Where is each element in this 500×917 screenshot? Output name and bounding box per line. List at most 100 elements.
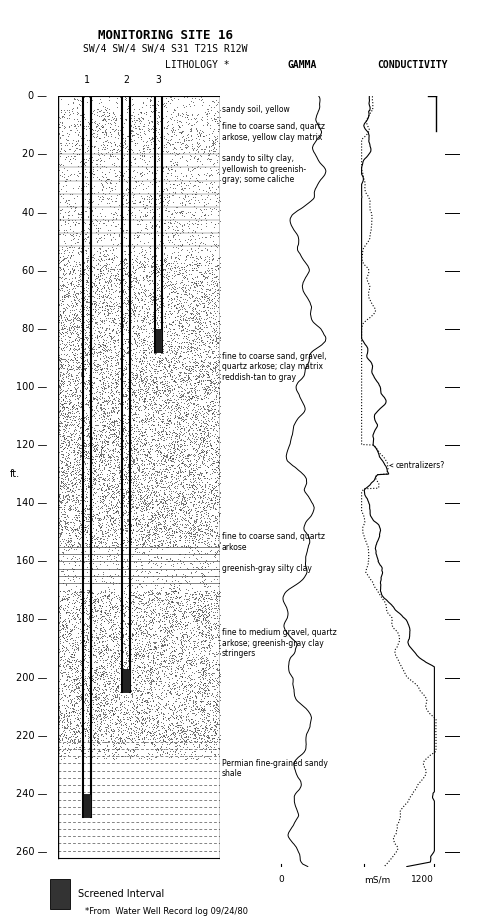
Point (212, 261, 220, 276)
Point (125, 674, 133, 689)
Point (213, 663, 221, 678)
Point (162, 508, 170, 523)
Point (84, 549, 92, 564)
Point (136, 675, 143, 690)
Point (194, 483, 202, 498)
Point (130, 716, 138, 731)
Point (127, 155, 135, 170)
Point (118, 494, 126, 509)
Point (96, 245, 104, 260)
Point (98, 526, 106, 541)
Point (94, 320, 102, 335)
Point (180, 481, 188, 495)
Point (122, 677, 130, 691)
Point (131, 652, 139, 667)
Point (90, 276, 98, 291)
Point (72, 341, 80, 356)
Point (212, 647, 220, 662)
Point (212, 588, 220, 602)
Point (186, 282, 194, 297)
Point (102, 665, 110, 679)
Point (72, 445, 80, 459)
Point (160, 448, 168, 463)
Point (54, 698, 62, 713)
Point (168, 116, 176, 131)
Point (152, 313, 160, 327)
Point (118, 374, 126, 389)
Point (99, 248, 107, 262)
Point (197, 337, 205, 352)
Point (82, 317, 90, 332)
Point (63, 720, 71, 735)
Point (142, 608, 150, 623)
Point (162, 159, 170, 173)
Point (70, 443, 78, 458)
Point (176, 602, 184, 616)
Point (111, 271, 119, 285)
Point (131, 136, 139, 150)
Point (84, 466, 92, 481)
Point (197, 417, 205, 432)
Point (138, 464, 146, 479)
Point (138, 666, 145, 680)
Point (122, 275, 130, 290)
Point (94, 461, 102, 476)
Point (170, 360, 178, 375)
Point (91, 392, 99, 406)
Point (154, 292, 162, 306)
Point (214, 258, 222, 272)
Text: 160 —: 160 — (16, 557, 48, 567)
Point (104, 389, 112, 403)
Point (92, 525, 100, 540)
Point (145, 346, 153, 360)
Point (208, 344, 216, 359)
Point (188, 706, 196, 721)
Point (94, 197, 102, 212)
Point (204, 491, 212, 505)
Point (123, 195, 131, 210)
Point (182, 701, 190, 715)
Point (130, 111, 138, 126)
Point (64, 538, 72, 553)
Point (144, 478, 152, 492)
Point (166, 733, 173, 747)
Point (198, 374, 205, 389)
Point (63, 311, 71, 326)
Point (153, 591, 161, 605)
Point (132, 540, 140, 555)
Point (55, 126, 63, 140)
Point (90, 361, 98, 376)
Point (107, 403, 115, 417)
Point (216, 347, 224, 361)
Point (185, 392, 193, 407)
Point (82, 283, 90, 298)
Point (59, 399, 67, 414)
Point (54, 530, 62, 545)
Point (188, 410, 196, 425)
Point (208, 407, 216, 422)
Point (142, 669, 150, 684)
Point (126, 389, 134, 403)
Point (212, 587, 220, 602)
Point (96, 691, 104, 705)
Point (86, 641, 94, 656)
Point (191, 381, 199, 396)
Point (148, 509, 156, 524)
Point (83, 447, 91, 461)
Point (82, 391, 90, 405)
Point (80, 157, 88, 171)
Point (192, 305, 200, 320)
Point (168, 436, 176, 451)
Point (150, 521, 158, 536)
Point (186, 447, 194, 462)
Point (204, 588, 212, 602)
Point (64, 428, 72, 443)
Point (178, 611, 186, 625)
Point (171, 479, 179, 493)
Point (58, 449, 66, 464)
Point (212, 586, 220, 601)
Point (96, 649, 104, 664)
Point (116, 457, 124, 471)
Point (154, 388, 162, 403)
Point (216, 282, 224, 297)
